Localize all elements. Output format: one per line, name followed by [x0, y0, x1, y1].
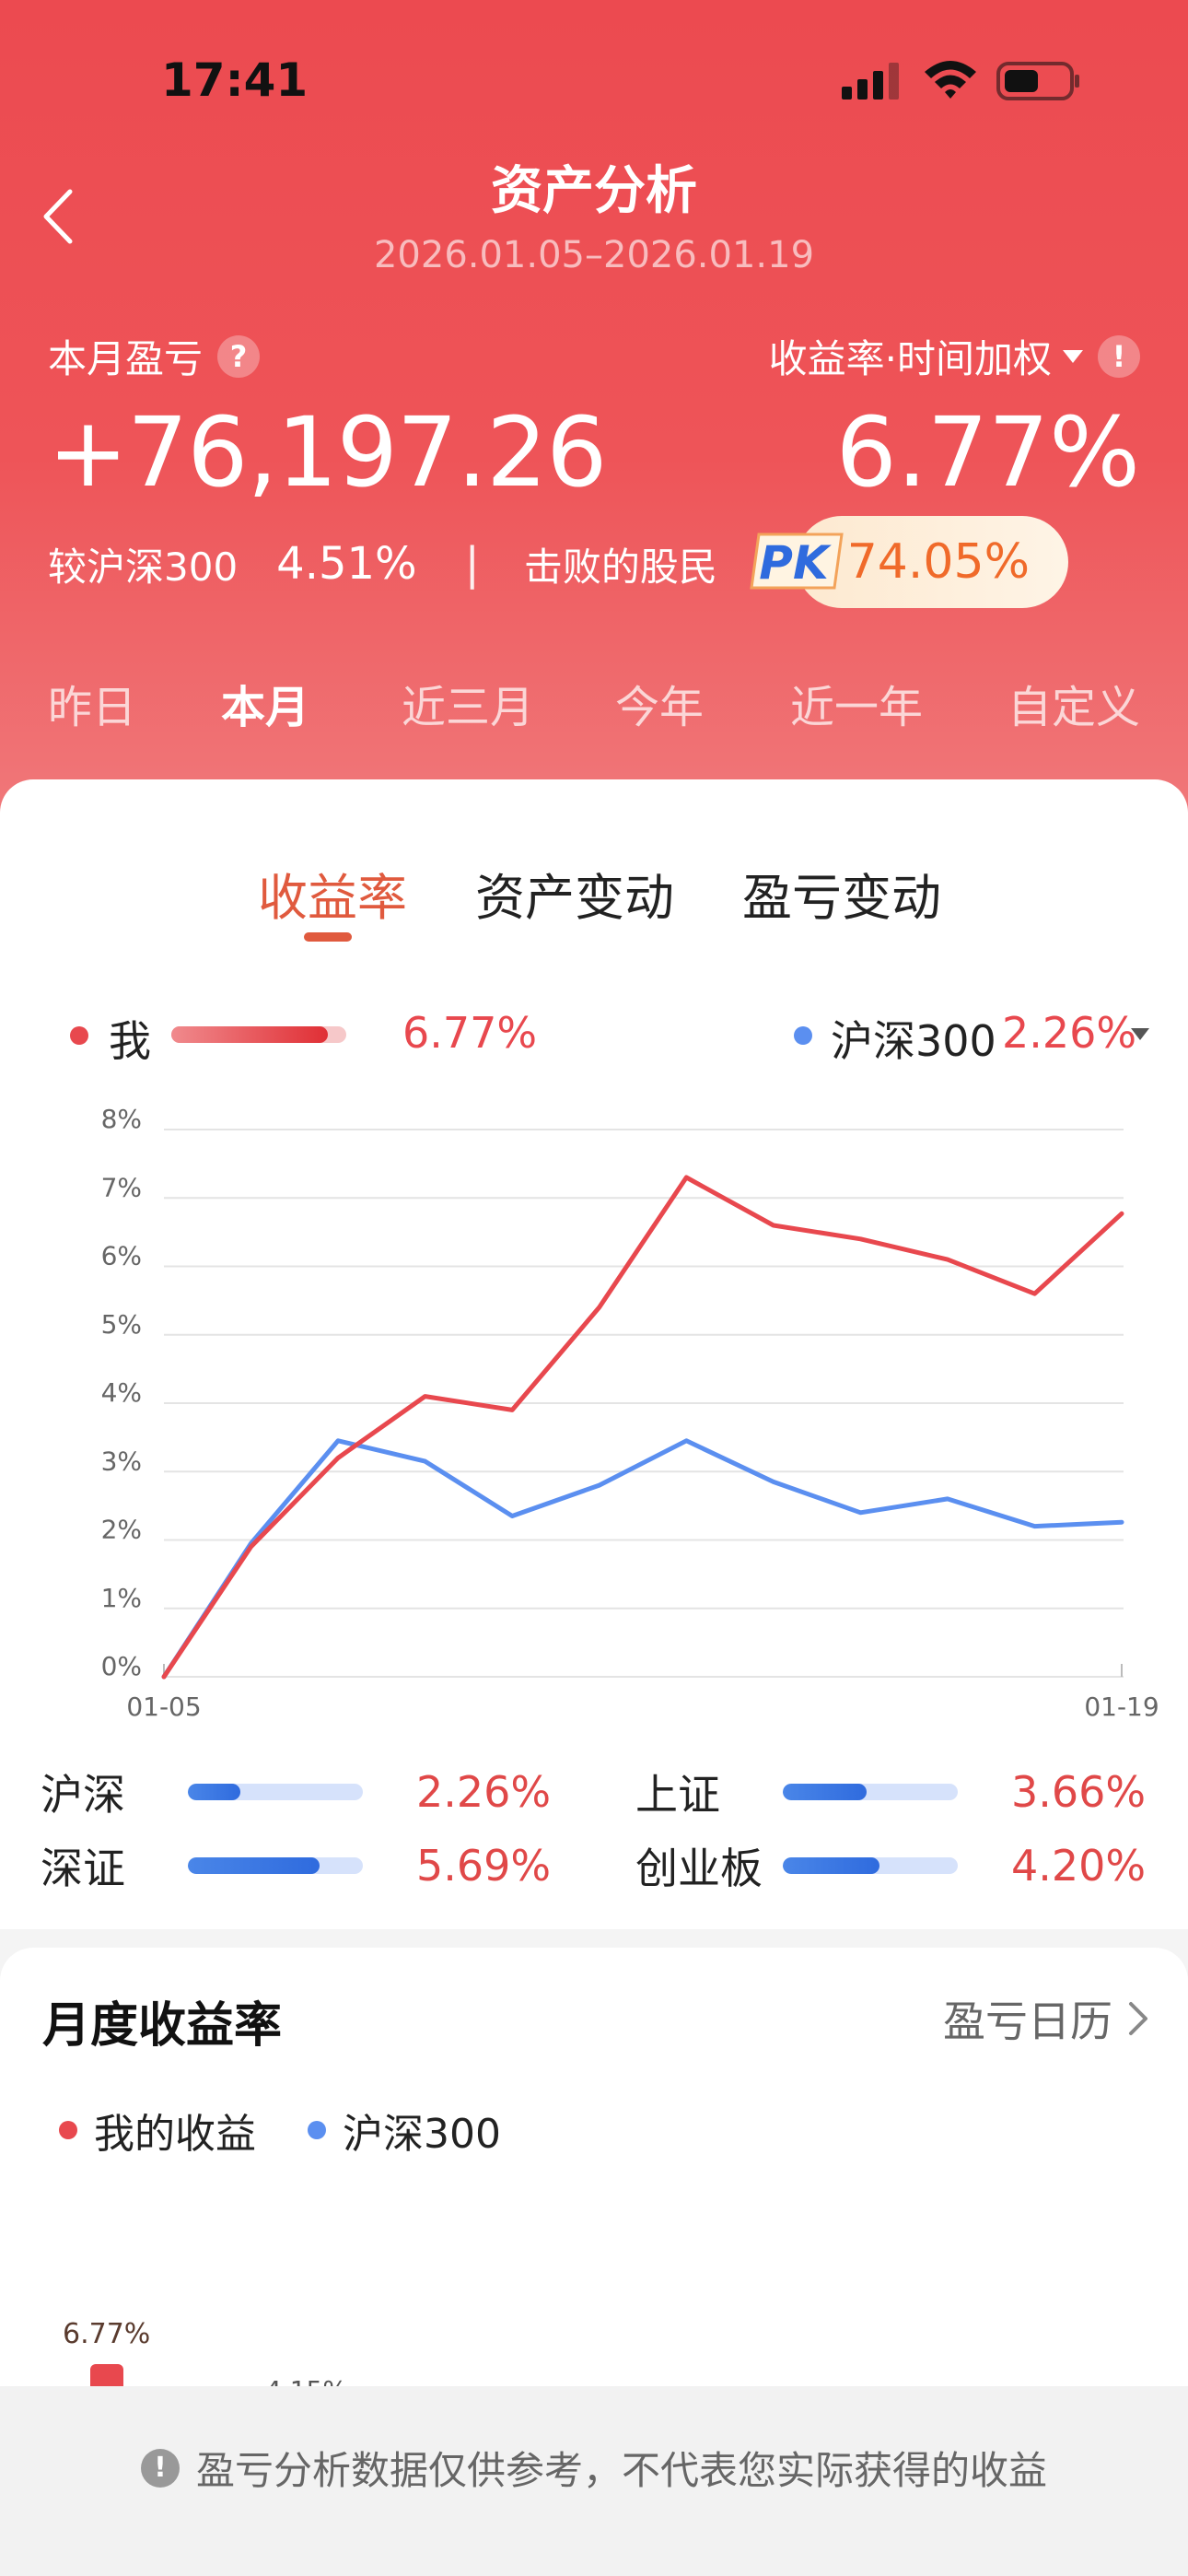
benchmark-dropdown-icon[interactable]	[1131, 1028, 1149, 1040]
beat-value: 74.05%	[846, 534, 1030, 590]
range-tab-3[interactable]: 今年	[615, 682, 705, 733]
range-tab-4[interactable]: 近一年	[790, 682, 924, 733]
index-bar-fill	[783, 1784, 868, 1800]
index-row: 深证 5.69%	[41, 1835, 551, 1896]
series-line-bench	[161, 1438, 1124, 1680]
index-name: 深证	[41, 1844, 125, 1893]
beat-value-pill[interactable]: 74.05%	[796, 516, 1068, 608]
month-profit-label: 本月盈亏 ?	[48, 328, 261, 384]
monthly-title: 月度收益率	[42, 1998, 283, 2054]
divider: |	[464, 538, 480, 590]
beat-label: 击败的股民	[523, 544, 717, 590]
help-icon[interactable]: ?	[217, 334, 261, 378]
y-tick-label: 5%	[101, 1309, 142, 1340]
status-time: 17:41	[161, 53, 309, 107]
index-value: 2.26%	[416, 1767, 552, 1817]
y-tick-label: 1%	[101, 1583, 142, 1613]
legend-me-label: 我	[109, 1016, 151, 1066]
pk-badge-group[interactable]: 74.05% PK	[750, 516, 1068, 608]
index-row: 创业板 4.20%	[635, 1835, 1146, 1896]
info-icon[interactable]: !	[1098, 334, 1140, 378]
index-value: 3.66%	[1011, 1767, 1147, 1817]
profit-calendar-link[interactable]: 盈亏日历	[943, 1988, 1151, 2049]
page-title: 资产分析	[491, 161, 697, 221]
my-return-dot-icon	[59, 2121, 77, 2139]
chevron-right-icon	[1129, 2002, 1147, 2035]
index-bar-fill	[188, 1784, 240, 1800]
segment-tab-1[interactable]: 资产变动	[475, 869, 674, 927]
index-row: 沪深 2.26%	[41, 1762, 551, 1822]
index-bar-fill	[783, 1857, 879, 1874]
disclaimer-text: 盈亏分析数据仅供参考，不代表您实际获得的收益	[195, 2448, 1047, 2493]
svg-text:PK: PK	[759, 536, 832, 590]
range-tab-5[interactable]: 自定义	[1007, 682, 1141, 733]
index-bar	[783, 1784, 958, 1800]
bench-dot-icon	[794, 1026, 812, 1045]
y-tick-label: 2%	[101, 1515, 142, 1545]
y-tick-label: 4%	[101, 1377, 142, 1408]
rate-type-label: 收益率·时间加权	[768, 336, 1052, 381]
compare-label: 较沪深300	[48, 544, 239, 590]
y-tick-label: 0%	[101, 1651, 142, 1681]
header: 17:41 资产分析 2026.01.05–2026.01.19 本月盈亏 ? …	[0, 0, 1188, 829]
monthly-legend: 我的收益 沪深300	[59, 2101, 501, 2160]
back-arrow-icon[interactable]	[37, 184, 83, 249]
legend-bench-label: 沪深300	[831, 1016, 996, 1066]
y-tick-label: 6%	[101, 1241, 142, 1271]
segment-tabs: 收益率 资产变动 盈亏变动	[0, 857, 1188, 931]
dropdown-triangle-icon	[1063, 349, 1083, 363]
index-bar	[188, 1784, 363, 1800]
y-tick-label: 3%	[101, 1446, 142, 1476]
x-tick-label: 01-19	[1084, 1692, 1159, 1722]
chart-legend: 我 6.77% 沪深300 2.26%	[0, 1004, 1188, 1069]
return-rate-value: 6.77%	[835, 396, 1140, 509]
return-line-chart[interactable]: 0% 1% 2% 3% 4% 5% 6% 7% 8% 01-05 01-19	[0, 1096, 1188, 1741]
legend-me-bar	[171, 1026, 346, 1043]
month-profit-value: +76,197.26	[48, 396, 607, 509]
x-tick-label: 01-05	[126, 1692, 201, 1722]
legend-bench-value[interactable]: 2.26%	[1002, 1008, 1137, 1058]
compare-row: 较沪深300 4.51% | 击败的股民	[48, 527, 717, 601]
series-line-me	[161, 1175, 1124, 1680]
index-value: 5.69%	[416, 1841, 552, 1891]
index-bar-fill	[188, 1857, 320, 1874]
bench-dot-icon-2	[308, 2121, 326, 2139]
index-bar	[783, 1857, 958, 1874]
disclaimer-footer: ! 盈亏分析数据仅供参考，不代表您实际获得的收益	[0, 2386, 1188, 2576]
range-tab-2[interactable]: 近三月	[402, 682, 535, 733]
index-name: 创业板	[635, 1844, 763, 1893]
y-tick-label: 7%	[101, 1172, 142, 1202]
legend-bench-2: 沪深300	[343, 2111, 501, 2158]
month-profit-label-text: 本月盈亏	[48, 336, 204, 381]
warning-icon: !	[140, 2448, 180, 2488]
month-bar-label: 6.77%	[63, 2318, 151, 2350]
index-value: 4.20%	[1011, 1841, 1147, 1891]
y-tick-label: 8%	[101, 1104, 142, 1134]
compare-value: 4.51%	[276, 538, 417, 590]
battery-icon	[996, 62, 1079, 100]
return-chart-card	[0, 779, 1188, 1929]
profit-calendar-label: 盈亏日历	[943, 1996, 1112, 2046]
range-tabs: 昨日 本月 近三月 今年 近一年 自定义	[0, 671, 1188, 744]
rate-type-selector[interactable]: 收益率·时间加权 !	[769, 328, 1140, 384]
date-range: 2026.01.05–2026.01.19	[373, 234, 815, 276]
legend-me-value: 6.77%	[402, 1008, 538, 1058]
segment-tab-0[interactable]: 收益率	[258, 869, 407, 927]
index-name: 上证	[635, 1770, 720, 1820]
segment-tab-2[interactable]: 盈亏变动	[742, 869, 941, 927]
disclaimer: ! 盈亏分析数据仅供参考，不代表您实际获得的收益	[0, 2440, 1188, 2496]
index-row: 上证 3.66%	[635, 1762, 1146, 1822]
index-name: 沪深	[41, 1770, 125, 1820]
range-tab-0[interactable]: 昨日	[48, 682, 137, 733]
active-tab-indicator	[304, 932, 352, 942]
me-dot-icon	[70, 1026, 88, 1045]
status-bar: 17:41	[0, 44, 1188, 118]
wifi-icon	[925, 61, 976, 99]
index-bar	[188, 1857, 363, 1874]
pk-icon: PK	[750, 533, 844, 590]
legend-my-return: 我的收益	[94, 2111, 256, 2158]
range-tab-1[interactable]: 本月	[221, 682, 310, 733]
signal-icon	[842, 63, 899, 100]
